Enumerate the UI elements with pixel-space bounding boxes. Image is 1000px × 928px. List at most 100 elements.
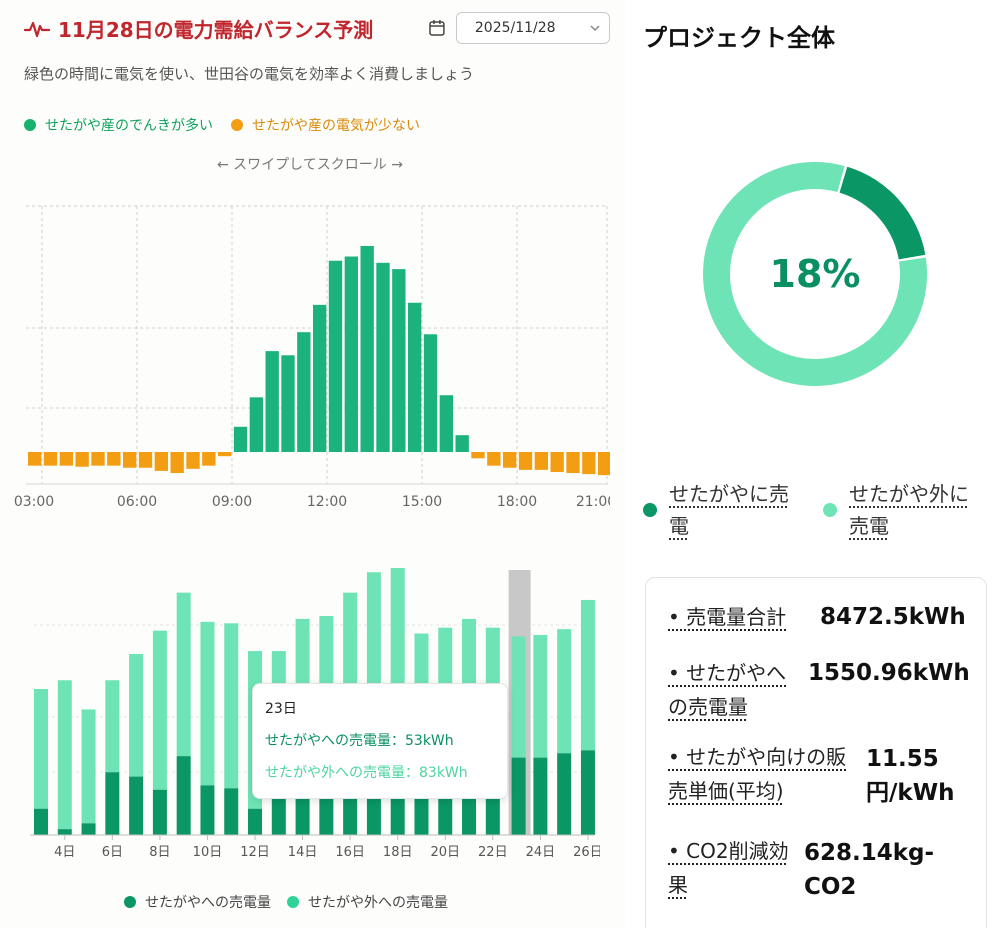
- stat-setagaya-sales: • せたがやへ の売電量 1550.96kWh: [668, 656, 970, 724]
- stat-key-line: • 売電量合計: [668, 605, 787, 629]
- stat-value: 11.55 円/kWh: [866, 742, 954, 810]
- tooltip-line-setagaya: せたがやへの売電量：53kWh: [265, 733, 454, 749]
- x-tick-label: 8日: [149, 845, 170, 860]
- balance-legend: せたがや産のでんきが多い せたがや産の電気が少ない: [24, 115, 438, 135]
- bar-setagaya: [34, 808, 48, 835]
- stat-value-line: 8472.5kWh: [820, 604, 966, 630]
- x-tick-label: 15:00: [402, 494, 442, 510]
- page-title: 11月28日の電力需給バランス予測: [58, 18, 374, 42]
- bar: [471, 452, 485, 459]
- subtitle: 緑色の時間に電気を使い、世田谷の電気を効率よく消費しましょう: [24, 65, 475, 83]
- balance-chart[interactable]: 03:00 06:00 09:00 12:00 15:00 18:00 21:00: [0, 200, 610, 520]
- donut-legend-label-outside: せたがや外に売電: [849, 482, 969, 538]
- bar-setagaya: [105, 772, 120, 835]
- bar: [376, 262, 390, 452]
- legend-label-many: せたがや産のでんきが多い: [45, 118, 213, 134]
- bar: [328, 260, 343, 452]
- bar: [455, 435, 469, 452]
- stat-value-line: 1550.96kWh: [808, 660, 970, 686]
- stats-card: • 売電量合計 8472.5kWh • せたがやへ の売電量 1550.96kWh…: [645, 577, 987, 928]
- x-tick-label: 6日: [102, 845, 123, 860]
- pulse-icon: [24, 21, 50, 37]
- stat-key: • 売電量合計: [668, 600, 786, 634]
- stat-key-line: の売電量: [668, 695, 748, 719]
- bar-setagaya: [152, 789, 167, 835]
- donut-legend-label-setagaya: せたがやに売電: [669, 482, 789, 538]
- legend-label-setagaya: せたがやへの売電量: [145, 895, 271, 911]
- stat-value: 628.14kg- CO2: [804, 836, 934, 904]
- bar-outside: [533, 634, 548, 758]
- project-title: プロジェクト全体: [643, 24, 835, 52]
- stat-key: • せたがやへ の売電量: [668, 656, 786, 724]
- bar: [233, 426, 248, 452]
- x-tick-label: 09:00: [212, 494, 252, 510]
- bar: [265, 351, 279, 452]
- bar-outside: [200, 621, 215, 786]
- stat-unit-price: • せたがや向けの販 売単価(平均) 11.55 円/kWh: [668, 740, 954, 808]
- date-value: 2025/11/28: [474, 20, 556, 36]
- bar: [598, 452, 610, 476]
- bar: [281, 355, 295, 452]
- legend-dot-light: [287, 896, 299, 908]
- date-select[interactable]: 2025/11/28: [455, 12, 610, 44]
- bar-setagaya: [557, 753, 572, 835]
- bar: [91, 452, 105, 466]
- legend-label-outside: せたがや外への売電量: [308, 895, 448, 911]
- stat-key: • CO2削減効果: [668, 834, 789, 902]
- donut-legend-item-setagaya[interactable]: せたがやに売電: [643, 478, 823, 542]
- legend-item-setagaya[interactable]: せたがやへの売電量: [124, 892, 271, 912]
- donut-legend: せたがやに売電 せたがや外に売電: [643, 478, 1000, 542]
- stat-co2: • CO2削減効果 628.14kg- CO2: [668, 834, 934, 902]
- title-row: 11月28日の電力需給バランス予測: [24, 14, 373, 43]
- chart-tooltip: 23日 せたがやへの売電量：53kWh せたがや外への売電量：83kWh: [252, 683, 508, 799]
- bar-outside: [34, 689, 48, 809]
- bar: [28, 452, 42, 466]
- x-tick-label: 12:00: [307, 494, 347, 510]
- bar: [360, 246, 374, 452]
- bar-outside: [129, 653, 144, 777]
- x-tick-label: 4日: [54, 845, 75, 860]
- bar: [43, 452, 58, 466]
- bar-outside: [105, 680, 120, 773]
- bar: [550, 452, 564, 472]
- project-panel: プロジェクト全体 18% せたがやに売電 せたがや外に売電 • 売電量合計 84…: [625, 0, 1000, 928]
- x-tick-label: 03:00: [14, 494, 54, 510]
- bar-outside: [224, 623, 239, 789]
- bar-setagaya: [81, 823, 96, 835]
- x-tick-label: 06:00: [117, 494, 157, 510]
- stat-value-line: CO2: [804, 874, 857, 900]
- sales-legend: せたがやへの売電量 せたがや外への売電量: [124, 892, 464, 912]
- bar-outside: [580, 599, 595, 751]
- bar-setagaya: [57, 829, 72, 835]
- x-tick-label: 18日: [383, 845, 413, 860]
- bar-setagaya: [533, 757, 548, 835]
- bar: [138, 452, 153, 468]
- donut-slice-setagaya: [839, 166, 926, 260]
- legend-dot-orange: [231, 119, 243, 131]
- x-tick-label: 10日: [193, 845, 223, 860]
- bar-setagaya: [511, 757, 526, 835]
- bar: [218, 452, 232, 457]
- x-tick-label: 22日: [478, 845, 508, 860]
- x-tick-label: 20日: [430, 845, 460, 860]
- bar: [566, 452, 580, 474]
- bar: [392, 269, 406, 452]
- bar-outside: [511, 636, 526, 758]
- bar-setagaya: [224, 788, 239, 835]
- bar: [439, 395, 453, 452]
- donut-legend-item-outside[interactable]: せたがや外に売電: [823, 478, 1000, 542]
- date-picker-group: 2025/11/28: [428, 12, 610, 44]
- balance-panel: 11月28日の電力需給バランス予測 2025/11/28 緑色の時間に電気を使い…: [0, 12, 610, 912]
- bar: [344, 256, 358, 452]
- calendar-icon[interactable]: [428, 19, 446, 37]
- x-tick-label: 12日: [240, 845, 270, 860]
- legend-item-outside[interactable]: せたがや外への売電量: [287, 892, 448, 912]
- stat-key-line: 果: [668, 873, 688, 897]
- bar: [154, 452, 168, 471]
- x-tick-label: 21:00: [576, 494, 610, 510]
- stat-value: 8472.5kWh: [820, 600, 966, 634]
- share-donut[interactable]: [703, 162, 927, 386]
- bar-setagaya: [580, 750, 595, 835]
- bar-setagaya: [129, 776, 144, 835]
- bar: [518, 452, 533, 470]
